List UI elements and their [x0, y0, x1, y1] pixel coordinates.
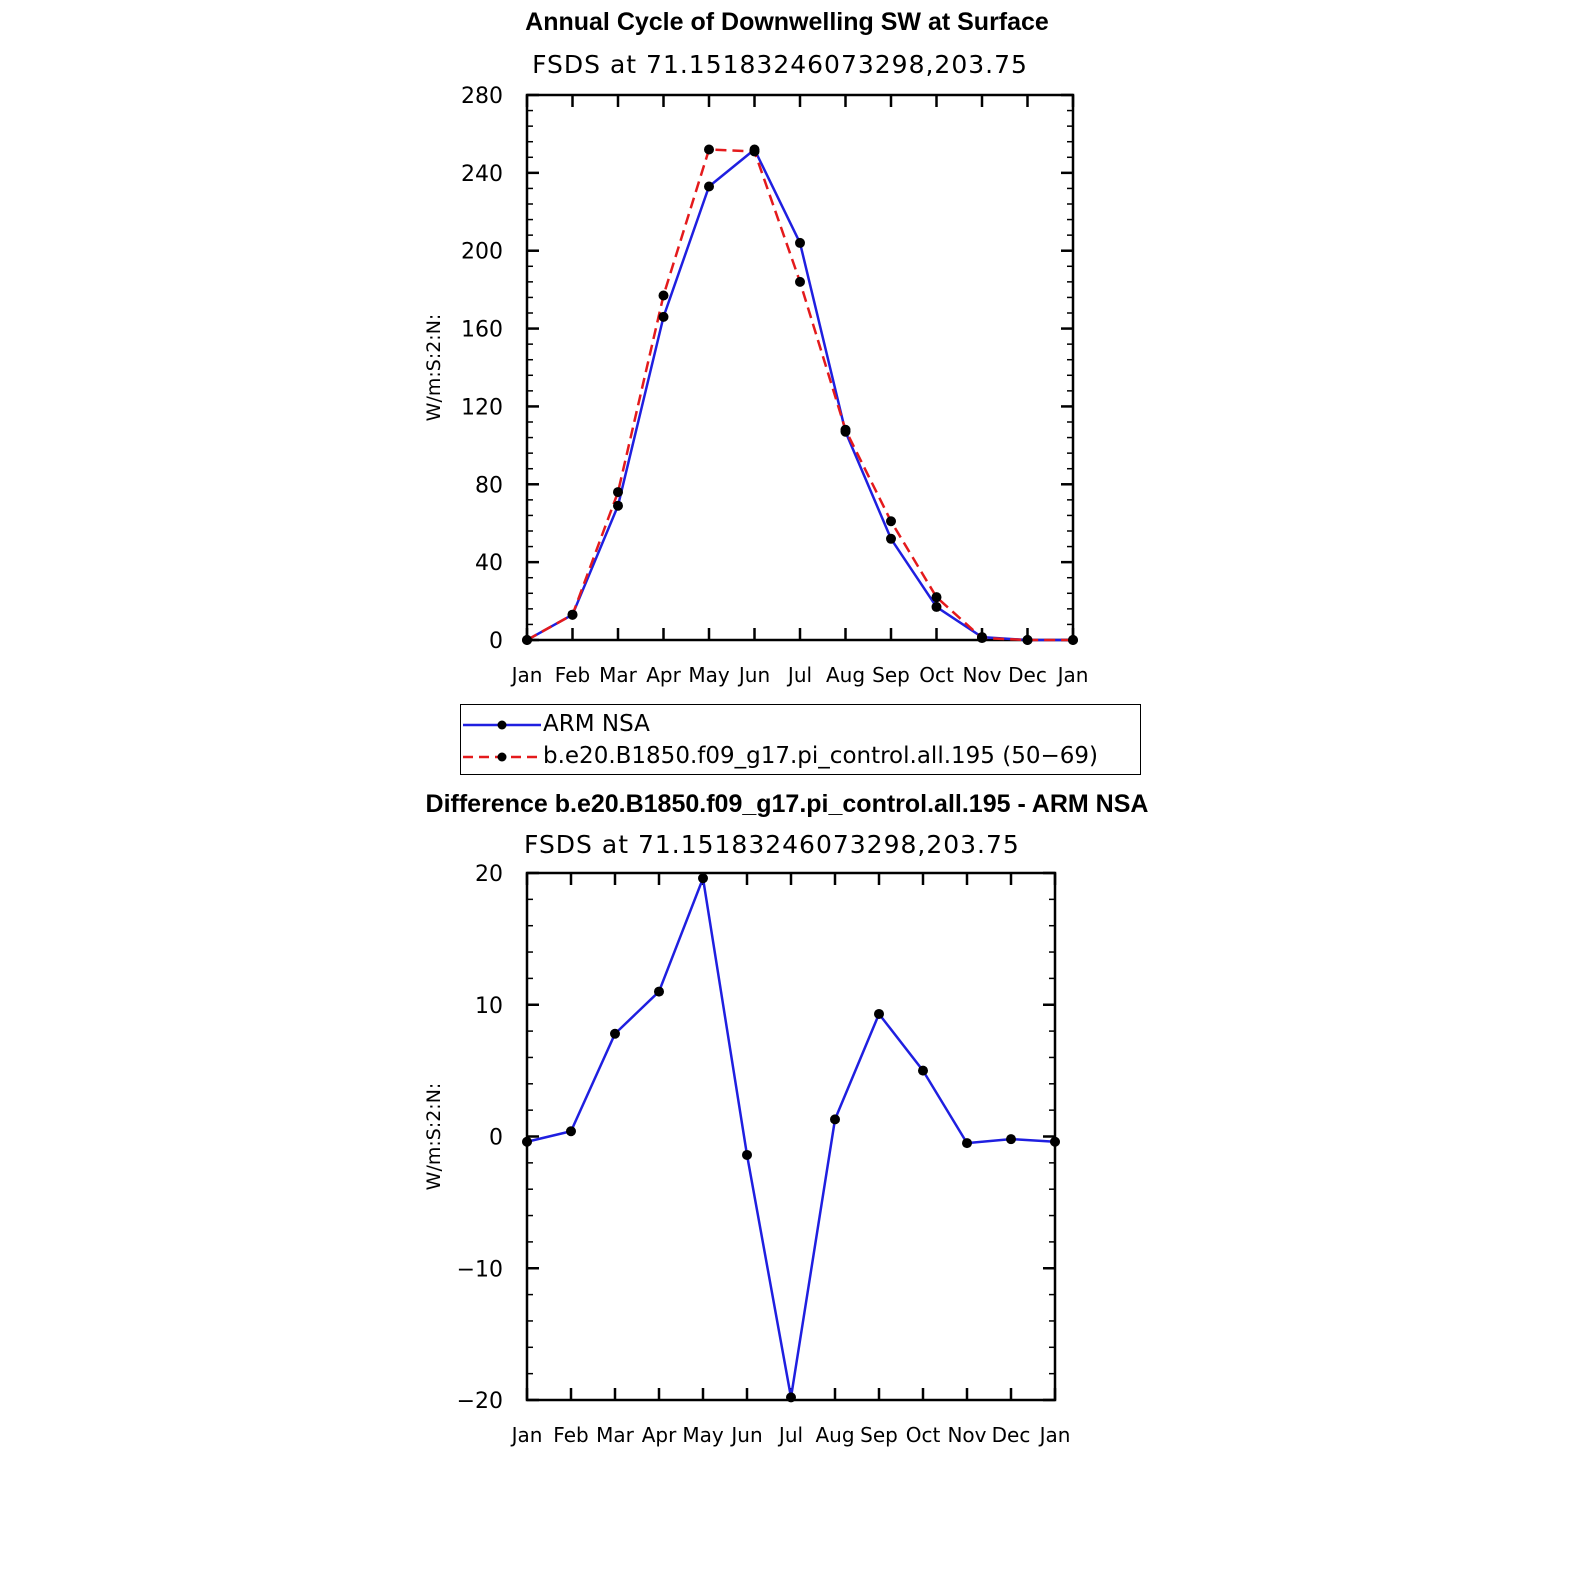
chart2-x-tick-label: Feb	[553, 1423, 588, 1447]
chart1-series-1-point	[977, 633, 987, 644]
chart1-series-1-point	[840, 424, 851, 435]
chart2-series-0-point	[786, 1392, 796, 1403]
chart2-series-0-line	[526, 877, 1056, 1399]
chart1-series-1-point	[749, 146, 760, 157]
chart2-y-tick-label: 20	[475, 862, 503, 887]
chart1-x-tick-label: Jun	[737, 663, 770, 687]
chart2-series-0-point	[610, 1028, 620, 1039]
chart2-series-0-point	[1050, 1136, 1060, 1147]
chart2-x-tick-label: Mar	[596, 1423, 635, 1447]
chart1-series-0-point	[931, 601, 942, 612]
chart1-title: Annual Cycle of Downwelling SW at Surfac…	[525, 8, 1049, 36]
chart2-y-tick-label: −10	[457, 1257, 503, 1282]
chart1-x-tick-label: Sep	[872, 663, 910, 687]
chart1-y-tick-label: 80	[475, 473, 503, 498]
chart2-x-tick-label: Dec	[992, 1423, 1031, 1447]
chart2-series-0-point	[1006, 1134, 1016, 1145]
chart1-y-tick-label: 160	[461, 318, 503, 343]
chart2-x-tick-label: Oct	[906, 1423, 941, 1447]
chart1-series-1-point	[613, 487, 623, 498]
chart2-series-0-point	[698, 873, 708, 884]
chart1-series-1-point	[931, 592, 942, 603]
chart1-x-tick-label: Dec	[1008, 663, 1047, 687]
chart2-series-0-point	[654, 986, 664, 997]
chart1-series-0-point	[658, 311, 669, 322]
legend-item-obs: ARM NSA	[461, 709, 1140, 741]
chart1-series-0-point	[795, 237, 805, 248]
chart2-y-tick-label: 0	[489, 1126, 503, 1151]
chart2-x-tick-label: May	[682, 1423, 724, 1447]
legend-swatch-obs	[463, 720, 541, 730]
chart1-y-tick-label: 200	[461, 240, 503, 265]
chart2-series-0-point	[830, 1114, 840, 1125]
chart1-y-tick-label: 0	[489, 629, 503, 654]
legend-label-obs: ARM NSA	[543, 711, 650, 737]
chart2-subtitle: FSDS at 71.15183246073298,203.75	[524, 830, 1020, 859]
chart1-y-axis-label: W/m:S:2:N:	[423, 314, 445, 422]
chart2-x-tick-label: Jan	[510, 1423, 543, 1447]
chart1-x-tick-label: Aug	[826, 663, 865, 687]
chart1-x-tick-label: Jan	[1056, 663, 1089, 687]
chart1-series-1-point	[886, 516, 896, 527]
chart1-subtitle: FSDS at 71.15183246073298,203.75	[532, 50, 1028, 79]
chart1-y-tick-label: 40	[475, 551, 503, 576]
chart1-series-0-point	[613, 500, 623, 511]
chart1-series-0-point	[704, 181, 714, 192]
chart1-series-1-point	[795, 276, 805, 287]
chart1-y-tick-label: 240	[461, 162, 503, 187]
legend: ARM NSA b.e20.B1850.f09_g17.pi_control.a…	[460, 704, 1141, 775]
chart2-x-tick-label: Apr	[642, 1423, 677, 1447]
chart1-x-tick-label: Feb	[555, 663, 590, 687]
chart1-plot: Jan Feb Mar Apr May Jun Jul Aug Sep Oct Nov Dec Jan 0…	[423, 84, 1089, 687]
chart1-x-tick-label: Apr	[646, 663, 681, 687]
chart1-series-1-point	[567, 609, 578, 620]
chart2-plot-frame	[525, 871, 1057, 1402]
chart1-y-tick-label: 120	[461, 395, 503, 420]
chart2-x-tick-label: Sep	[860, 1423, 898, 1447]
chart1-x-tick-label: Mar	[599, 663, 638, 687]
chart2-y-tick-label: 10	[475, 994, 503, 1019]
chart2-series-0-point	[962, 1138, 972, 1149]
chart2-y-axis-label: W/m:S:2:N:	[423, 1083, 445, 1191]
chart2-x-tick-label: Jun	[729, 1423, 762, 1447]
chart2-series-0-point	[874, 1008, 884, 1019]
chart2-x-tick-label: Jan	[1038, 1423, 1071, 1447]
chart1-series-1-point	[522, 635, 532, 645]
legend-label-model: b.e20.B1850.f09_g17.pi_control.all.195 (…	[543, 743, 1098, 769]
chart2-x-tick-label: Jul	[777, 1423, 803, 1447]
chart2-y-tick-label: −20	[457, 1389, 503, 1414]
chart1-x-tick-label: Oct	[919, 663, 954, 687]
chart1-series-1-point	[658, 290, 669, 301]
chart1-series-1-point	[1068, 635, 1078, 645]
chart2-series-0-point	[522, 1136, 532, 1147]
chart1-x-tick-label: Jan	[510, 663, 543, 687]
chart2-title: Difference b.e20.B1850.f09_g17.pi_contro…	[425, 790, 1149, 818]
legend-swatch-model	[463, 752, 541, 762]
chart2-series-0-point	[566, 1126, 576, 1137]
chart1-series-0-point	[886, 533, 896, 544]
chart2-x-tick-label: Nov	[947, 1423, 986, 1447]
chart2-series-0-point	[918, 1065, 928, 1076]
chart1-x-tick-label: May	[688, 663, 730, 687]
chart1-series-1-point	[1022, 635, 1033, 645]
chart1-series-1-point	[704, 144, 714, 155]
chart1-y-tick-label: 280	[461, 84, 503, 109]
chart2-series-0-point	[742, 1149, 752, 1160]
legend-item-model: b.e20.B1850.f09_g17.pi_control.all.195 (…	[461, 741, 1140, 773]
chart2-x-tick-label: Aug	[815, 1423, 854, 1447]
chart1-x-tick-label: Nov	[962, 663, 1001, 687]
chart1-x-tick-label: Jul	[786, 663, 812, 687]
